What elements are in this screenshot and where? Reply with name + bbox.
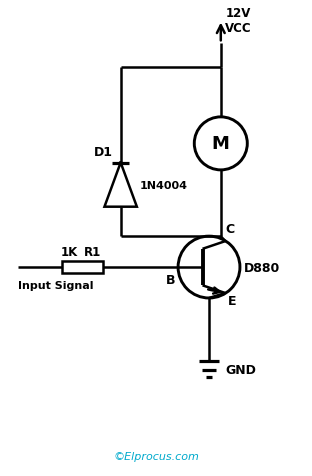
Text: B: B [166, 273, 175, 287]
Text: 12V
VCC: 12V VCC [225, 7, 252, 35]
Text: E: E [227, 294, 236, 307]
Text: C: C [225, 222, 234, 235]
Text: D1: D1 [94, 146, 113, 159]
Text: GND: GND [225, 363, 256, 376]
Text: 1K: 1K [61, 246, 78, 258]
Text: Input Signal: Input Signal [17, 281, 93, 291]
Text: 1N4004: 1N4004 [140, 180, 188, 190]
Text: ©Elprocus.com: ©Elprocus.com [113, 451, 199, 461]
Text: R1: R1 [84, 246, 101, 258]
Text: D880: D880 [244, 261, 280, 274]
FancyBboxPatch shape [62, 262, 103, 273]
Text: M: M [212, 135, 230, 153]
